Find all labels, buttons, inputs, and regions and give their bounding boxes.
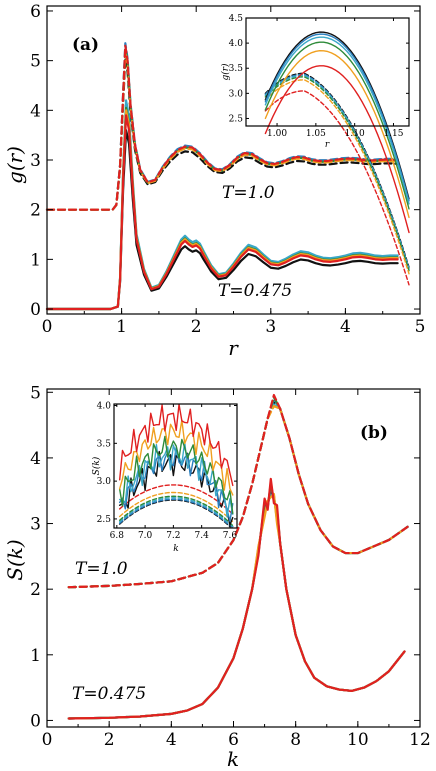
gr-inset-high-t-red-line	[264, 90, 410, 286]
panel-a-y-tick-label: 6	[30, 2, 41, 22]
sk-high-t-red-line	[67, 393, 409, 589]
panel-b-inset-x-label: k	[173, 544, 178, 554]
panel-a-y-axis-label: g(r)	[3, 146, 27, 184]
sk-inset-high-t-blue-line	[118, 498, 234, 528]
panel-a-ticks: 0 1 2 3 4 5 0 1 2 3 4 5 6	[30, 2, 425, 337]
panel-a-inset-x-label: r	[325, 140, 330, 150]
panel-b-label: (b)	[360, 423, 388, 443]
gr-inset-low-t-orange-line	[264, 50, 410, 219]
panel-a-inset-y-tick-label: 4.5	[229, 14, 244, 24]
panel-b-inset-y-label: S(k)	[91, 456, 102, 475]
panel-a-inset-y-tick-label: 4.0	[229, 39, 244, 49]
panel-a-y-tick-label: 1	[30, 250, 41, 270]
panel-b-inset-x-tick-label: 7.0	[138, 531, 153, 541]
gr-inset-low-t-green-line	[264, 41, 410, 210]
panel-b-y-tick-label: 3	[30, 515, 41, 535]
panel-a-inset-series	[264, 31, 410, 286]
panel-a-x-axis-label: r	[228, 336, 239, 360]
panel-a-y-tick-label: 2	[30, 201, 41, 221]
panel-a-inset-y-tick-label: 3.5	[229, 64, 244, 74]
panel-b-inset-y-tick-label: 4.0	[97, 402, 112, 412]
panel-a-x-tick-label: 3	[265, 317, 276, 337]
panel-b-x-tick-label: 4	[166, 730, 177, 750]
panel-b-inset-series	[118, 403, 234, 528]
panel-a-y-tick-label: 5	[30, 52, 41, 72]
panel-b-inset-y-tick-label: 3.0	[97, 477, 112, 487]
panel-a-inset-y-tick-label: 2.5	[229, 114, 244, 124]
panel-b-inset-x-tick-label: 7.6	[223, 531, 238, 541]
sk-inset-low-t-red-line	[118, 403, 234, 487]
panel-a-x-tick-label: 5	[415, 317, 426, 337]
panel-a-inset-y-tick-label: 3.0	[229, 89, 244, 99]
annotation-high-t-b: T=1.0	[75, 559, 128, 579]
panel-b-x-tick-label: 6	[228, 730, 239, 750]
panel-a-x-tick-label: 2	[191, 317, 202, 337]
panel-a-x-tick-label: 1	[116, 317, 127, 337]
panel-a-inset-y-label: g(r)	[220, 63, 231, 81]
panel-b-inset-y-tick-label: 3.5	[97, 439, 112, 449]
panel-b-y-tick-label: 1	[30, 646, 41, 666]
panel-a-inset-x-tick-label: 1.05	[306, 129, 326, 139]
panel-b-y-tick-label: 5	[30, 383, 41, 403]
panel-b-inset-x-tick-label: 7.4	[194, 531, 209, 541]
panel-b-y-tick-label: 4	[30, 449, 41, 469]
panel-a-x-tick-label: 0	[42, 317, 53, 337]
gr-inset-high-t-teal-line	[264, 74, 410, 270]
panel-a-series	[45, 42, 399, 311]
panel-a-x-tick-label: 4	[340, 317, 351, 337]
panel-b-y-axis-label: S(k)	[3, 539, 27, 580]
panel-b-inset-frame	[113, 403, 238, 529]
sk-inset-high-t-teal-line	[118, 497, 234, 528]
panel-a-inset-x-tick-label: 1.15	[383, 129, 403, 139]
panel-b-x-tick-label: 10	[347, 730, 369, 750]
panel-a-y-tick-label: 4	[30, 101, 41, 121]
gr-low-t-red-line	[45, 114, 399, 311]
annotation-low-t-a: T=0.475	[218, 281, 292, 301]
panel-b-inset-x-tick-label: 6.8	[110, 531, 125, 541]
sk-inset-high-t-red-line	[118, 484, 234, 515]
panel-b-inset-x-tick-label: 7.2	[166, 531, 180, 541]
sk-inset-low-t-green-line	[118, 435, 234, 515]
panel-a-inset-x-tick-label: 1.10	[345, 129, 365, 139]
panel-a-y-tick-label: 0	[30, 300, 41, 320]
panel-b-inset-ticks: 6.8 7.0 7.2 7.4 7.6 2.5 3.0 3.5 4.0	[97, 402, 238, 541]
sk-low-t-red-line	[67, 477, 406, 720]
panel-b-x-tick-label: 2	[104, 730, 115, 750]
gr-inset-low-t-blue-line	[264, 33, 410, 202]
gr-high-t-red-line	[45, 44, 399, 211]
panel-a-inset-x-tick-label: 1.00	[267, 129, 287, 139]
sk-inset-high-t-orange-line	[118, 491, 234, 523]
annotation-low-t-b: T=0.475	[72, 684, 146, 704]
gr-inset-high-t-green-line	[264, 76, 410, 272]
panel-b-x-axis-label: k	[227, 747, 239, 771]
panel-a-inset-frame	[245, 17, 410, 127]
panel-a-inset: 1.00 1.05 1.10 1.15 2.5 3.0 3.5 4.0 4.5 r g(r)	[220, 14, 410, 286]
sk-inset-low-t-orange-line	[118, 419, 234, 496]
panel-a-label: (a)	[72, 35, 99, 55]
gr-inset-high-t-orange-line	[264, 79, 410, 275]
panel-b-inset-y-tick-label: 2.5	[97, 515, 112, 525]
panel-a-inset-ticks: 1.00 1.05 1.10 1.15 2.5 3.0 3.5 4.0 4.5	[229, 14, 409, 139]
panel-b-x-tick-label: 8	[290, 730, 301, 750]
panel-a-gr: 0 1 2 3 4 5 0 1 2 3 4 5 6 (a) T=1.0 T=0.475 r g(r) 1…	[3, 2, 425, 360]
gr-inset-low-t-teal-line	[264, 36, 410, 205]
panel-b-y-tick-label: 0	[30, 711, 41, 731]
panel-b-series	[67, 393, 409, 720]
panel-b-x-tick-label: 12	[409, 730, 431, 750]
panel-b-inset: 6.8 7.0 7.2 7.4 7.6 2.5 3.0 3.5 4.0 k S(k)	[91, 402, 238, 554]
sk-inset-high-t-green-line	[118, 495, 234, 527]
panel-b-y-tick-label: 2	[30, 580, 41, 600]
panel-b-x-tick-label: 0	[42, 730, 53, 750]
gr-inset-low-t-red-line	[264, 65, 410, 234]
panel-a-y-tick-label: 3	[30, 151, 41, 171]
sk-inset-low-t-black-line	[118, 450, 234, 526]
annotation-high-t-a: T=1.0	[222, 183, 275, 203]
